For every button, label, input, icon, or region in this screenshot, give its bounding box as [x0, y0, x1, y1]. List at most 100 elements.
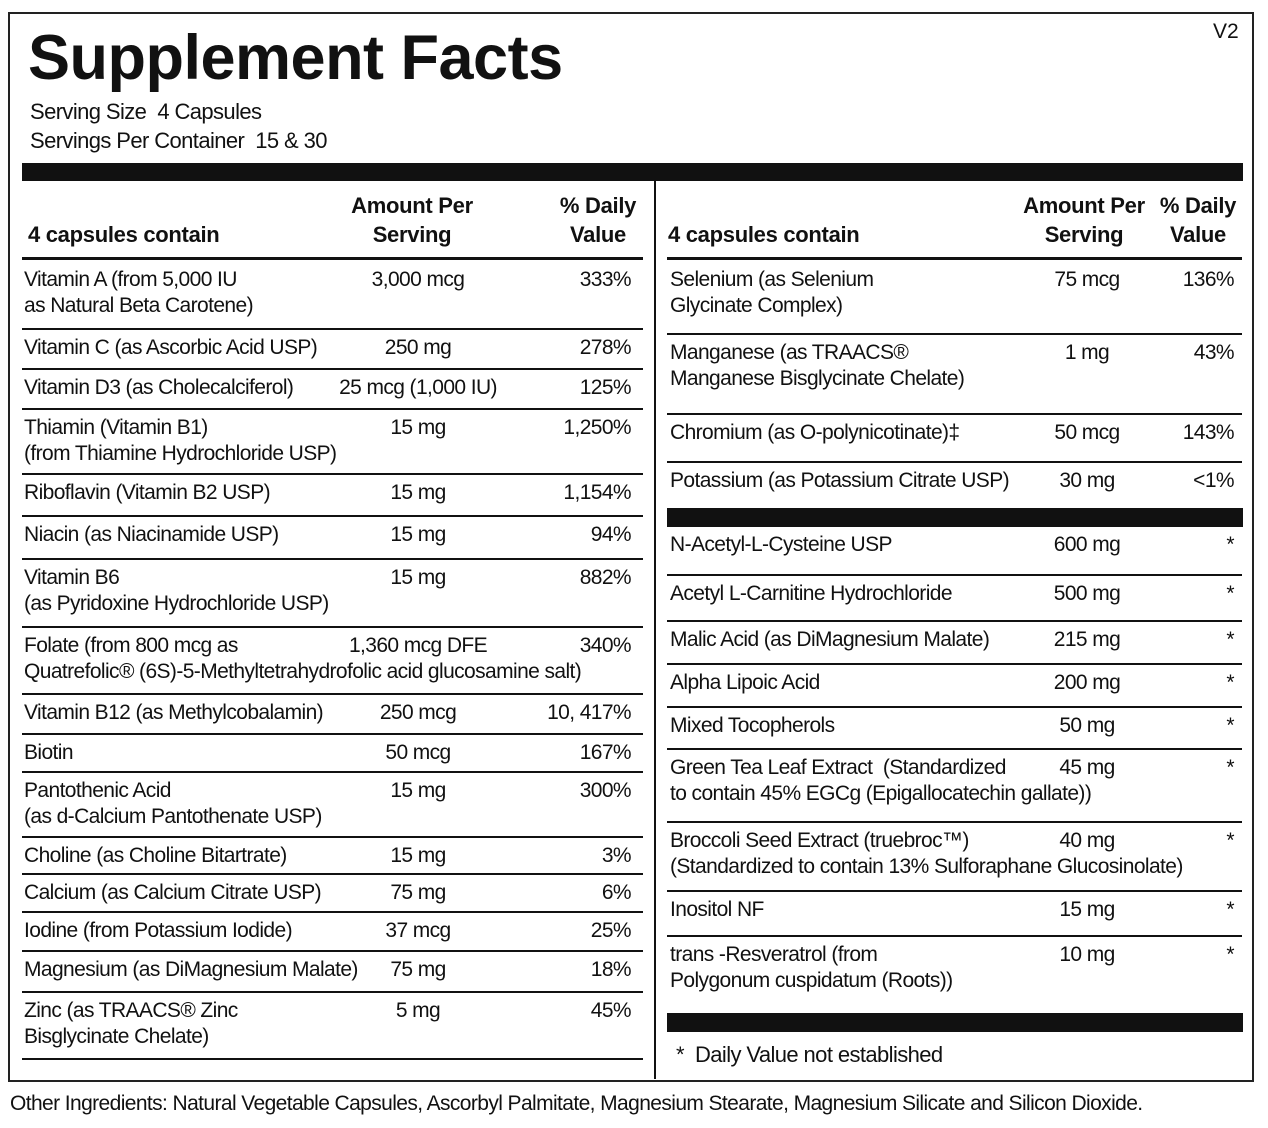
daily-value: 1,154%: [563, 481, 631, 504]
ingredient-name: Green Tea Leaf Extract (Standardized to …: [670, 756, 1092, 805]
amount: 15 mg: [390, 844, 446, 867]
row-rule: [667, 821, 1242, 823]
amount: 250 mg: [384, 336, 452, 359]
ingredient-name: trans -Resveratrol (from Polygonum cuspi…: [670, 943, 953, 992]
row-rule: [22, 626, 643, 628]
row-rule: [667, 748, 1242, 750]
ingredient-name: Alpha Lipoic Acid: [670, 671, 820, 694]
ingredient-name: Iodine (from Potassium Iodide): [24, 919, 293, 942]
header-rule: [667, 257, 1242, 260]
daily-value: 136%: [1182, 268, 1235, 291]
column-header: Amount Per Serving: [351, 193, 473, 247]
daily-value: 25%: [590, 919, 632, 942]
ingredient-name: Vitamin B12 (as Methylcobalamin): [24, 701, 324, 724]
daily-value: *: [1226, 898, 1234, 921]
amount: 15 mg: [390, 566, 446, 589]
column-header: 4 capsules contain: [668, 222, 860, 247]
amount: 75 mg: [390, 881, 446, 904]
amount: 15 mg: [390, 481, 446, 504]
amount: 15 mg: [390, 523, 446, 546]
ingredient-name: Choline (as Choline Bitartrate): [24, 844, 287, 867]
servings-per-container: Servings Per Container 15 & 30: [30, 128, 328, 153]
daily-value: 278%: [579, 336, 632, 359]
column-header: % Daily Value: [1159, 193, 1237, 247]
amount: 75 mcg: [1054, 268, 1120, 291]
row-rule: [22, 771, 643, 773]
row-rule: [667, 461, 1242, 463]
ingredient-name: Malic Acid (as DiMagnesium Malate): [670, 628, 990, 651]
daily-value: <1%: [1193, 469, 1234, 492]
row-rule: [22, 950, 643, 952]
row-rule: [667, 890, 1242, 892]
row-rule: [667, 620, 1242, 622]
ingredient-name: Manganese (as TRAACS® Manganese Bisglyci…: [670, 341, 965, 390]
amount: 215 mg: [1053, 628, 1121, 651]
daily-value: *: [1226, 756, 1234, 779]
row-rule: [22, 1058, 643, 1060]
daily-value: 143%: [1182, 421, 1235, 444]
row-rule: [22, 693, 643, 695]
ingredient-name: Chromium (as O-polynicotinate)‡: [670, 421, 960, 444]
daily-value: *: [1226, 829, 1234, 852]
serving-size: Serving Size 4 Capsules: [30, 99, 262, 124]
daily-value: 1,250%: [563, 416, 631, 439]
amount: 1,360 mcg DFE: [348, 634, 488, 657]
header-rule: [22, 257, 643, 260]
amount: 50 mg: [1059, 714, 1115, 737]
ingredient-name: Biotin: [24, 741, 74, 764]
row-rule: [667, 935, 1242, 937]
amount: 5 mg: [395, 999, 441, 1022]
daily-value: *: [1226, 671, 1234, 694]
ingredient-name: Folate (from 800 mcg as Quatrefolic® (6S…: [24, 634, 582, 683]
row-rule: [22, 911, 643, 913]
daily-value: 125%: [579, 376, 632, 399]
row-rule: [667, 574, 1242, 576]
daily-value: 45%: [590, 999, 632, 1022]
ingredient-name: Selenium (as Selenium Glycinate Complex): [670, 268, 874, 317]
amount: 45 mg: [1059, 756, 1115, 779]
ingredient-name: Acetyl L-Carnitine Hydrochloride: [670, 582, 953, 605]
row-rule: [667, 333, 1242, 335]
daily-value: 43%: [1193, 341, 1235, 364]
thick-rule: [22, 163, 1243, 181]
ingredient-name: Pantothenic Acid (as d-Calcium Pantothen…: [24, 779, 322, 828]
ingredient-name: Magnesium (as DiMagnesium Malate): [24, 958, 358, 981]
ingredient-name: Mixed Tocopherols: [670, 714, 835, 737]
row-rule: [22, 368, 643, 370]
daily-value: *: [1226, 533, 1234, 556]
amount: 30 mg: [1059, 469, 1115, 492]
row-rule: [667, 663, 1242, 665]
amount: 10 mg: [1059, 943, 1115, 966]
daily-value: 18%: [590, 958, 632, 981]
row-rule: [22, 473, 643, 475]
ingredient-name: Niacin (as Niacinamide USP): [24, 523, 279, 546]
daily-value: 882%: [579, 566, 632, 589]
row-rule: [22, 328, 643, 330]
row-rule: [22, 873, 643, 875]
thick-rule: [667, 1013, 1243, 1032]
ingredient-name: Inositol NF: [670, 898, 764, 921]
column-header: % Daily Value: [559, 193, 637, 247]
ingredient-name: Vitamin D3 (as Cholecalciferol): [24, 376, 294, 399]
daily-value: 333%: [579, 268, 632, 291]
daily-value: 300%: [579, 779, 632, 802]
footnote: * Daily Value not established: [676, 1042, 943, 1067]
amount: 15 mg: [390, 779, 446, 802]
daily-value: *: [1226, 628, 1234, 651]
ingredient-name: N-Acetyl-L-Cysteine USP: [670, 533, 893, 556]
amount: 25 mcg (1,000 IU): [339, 376, 497, 399]
ingredient-name: Broccoli Seed Extract (truebroc™) (Stand…: [670, 829, 1183, 878]
ingredient-name: Vitamin A (from 5,000 IU as Natural Beta…: [24, 268, 254, 317]
amount: 15 mg: [390, 416, 446, 439]
row-rule: [667, 706, 1242, 708]
daily-value: 3%: [601, 844, 632, 867]
row-rule: [667, 413, 1242, 415]
other-ingredients: Other Ingredients: Natural Vegetable Cap…: [10, 1092, 1143, 1115]
ingredient-name: Thiamin (Vitamin B1) (from Thiamine Hydr…: [24, 416, 337, 465]
version: V2: [1213, 20, 1239, 43]
row-rule: [22, 991, 643, 993]
amount: 1 mg: [1064, 341, 1110, 364]
amount: 37 mcg: [385, 919, 451, 942]
column-divider: [654, 181, 656, 1079]
row-rule: [22, 733, 643, 735]
